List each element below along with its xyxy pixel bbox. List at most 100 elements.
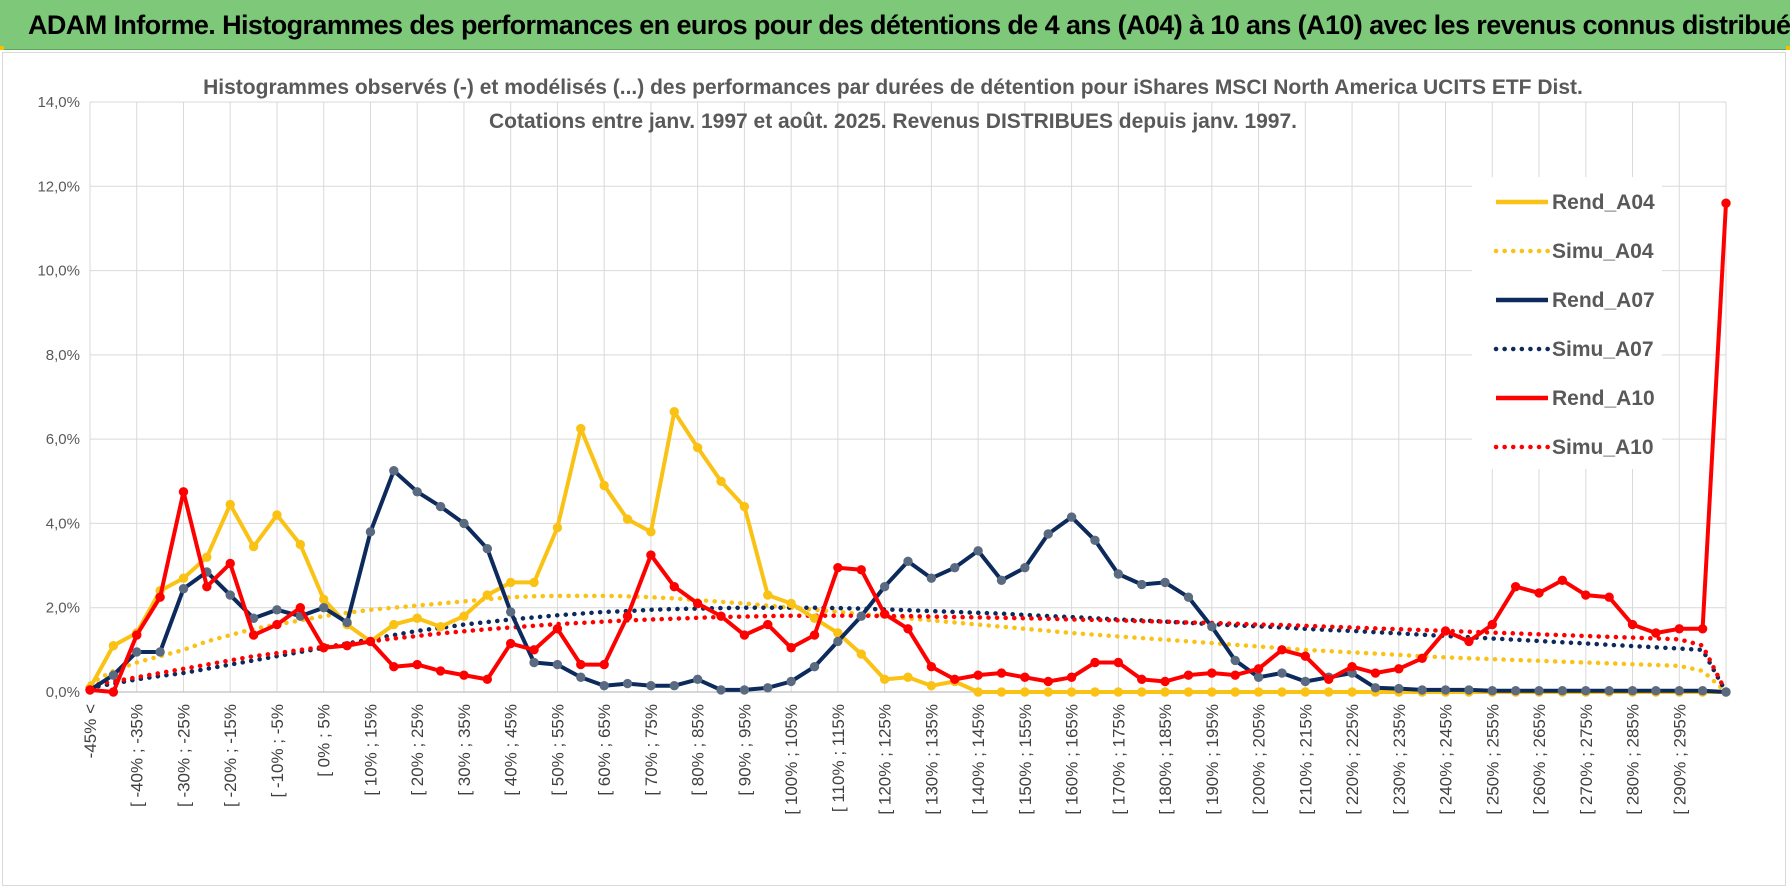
data-point	[552, 624, 563, 634]
data-point	[412, 659, 422, 670]
legend-label: Simu_A10	[1552, 436, 1654, 459]
data-point	[669, 581, 679, 592]
data-point	[1651, 628, 1661, 638]
data-point	[482, 544, 493, 554]
data-point	[856, 565, 866, 575]
data-point	[85, 685, 95, 695]
data-point	[1277, 668, 1287, 678]
data-point	[903, 624, 913, 634]
data-point	[1207, 621, 1217, 632]
x-tick-label: [ 120% ; 125%	[876, 704, 895, 815]
data-point	[529, 577, 539, 588]
data-point	[1300, 651, 1311, 661]
data-point	[903, 556, 913, 567]
x-tick-label: [ 210% ; 215%	[1296, 704, 1315, 815]
data-point	[1207, 668, 1217, 678]
data-point	[1487, 686, 1497, 696]
data-point	[1604, 686, 1614, 696]
data-point	[1440, 685, 1451, 695]
data-point	[1394, 683, 1404, 694]
legend: Rend_A04 Simu_A04 Rend_A07 Simu_A07 Rend_A10…	[1472, 177, 1662, 469]
data-point	[1674, 624, 1684, 634]
data-point	[1020, 562, 1030, 573]
x-tick-label: [ 220% ; 225%	[1343, 704, 1362, 815]
x-tick-label: [ 160% ; 165%	[1063, 704, 1082, 815]
data-point	[1160, 687, 1170, 697]
data-point	[552, 522, 563, 533]
data-point	[1697, 686, 1708, 696]
x-tick-label: [ 250% ; 255%	[1483, 704, 1502, 815]
data-point	[669, 407, 679, 417]
data-point	[1721, 687, 1731, 697]
data-point	[435, 501, 446, 512]
chart-frame	[2, 52, 1786, 886]
data-point	[833, 562, 843, 573]
x-tick-label: [ 0% ; 5%	[315, 704, 334, 777]
x-tick-label: [ 260% ; 265%	[1530, 704, 1549, 815]
x-tick-label: [ 290% ; 295%	[1670, 704, 1689, 815]
x-tick-label: [ 70% ; 75%	[642, 704, 661, 796]
x-tick-label: [ 270% ; 275%	[1577, 704, 1596, 815]
data-point	[1090, 535, 1100, 545]
data-point	[1137, 687, 1147, 697]
x-tick-label: [ 30% ; 35%	[455, 704, 474, 796]
data-point	[1160, 577, 1170, 588]
data-point	[1464, 636, 1474, 647]
data-point	[155, 592, 165, 602]
data-point	[692, 598, 703, 609]
legend-item: Rend_A04	[1496, 191, 1655, 214]
x-tick-label: [ 280% ; 285%	[1624, 704, 1643, 815]
data-point	[389, 619, 399, 630]
data-point	[202, 581, 212, 592]
data-point	[599, 659, 609, 670]
data-point	[459, 670, 469, 680]
x-tick-label: [ 110% ; 115%	[829, 704, 848, 812]
data-point	[1020, 672, 1030, 682]
x-tick-label: [ -20% ; -15%	[221, 704, 240, 807]
data-point	[926, 680, 937, 691]
series-group	[85, 198, 1731, 697]
data-point	[1604, 592, 1614, 602]
data-point	[692, 674, 703, 685]
data-point	[1183, 670, 1194, 680]
legend-label: Simu_A07	[1552, 338, 1654, 361]
data-point	[1300, 676, 1311, 687]
data-point	[365, 636, 376, 647]
data-point	[1510, 686, 1521, 696]
data-point	[1207, 687, 1217, 697]
data-point	[1253, 687, 1264, 697]
legend-label: Rend_A04	[1552, 191, 1655, 214]
data-point	[132, 647, 142, 657]
data-point	[786, 598, 796, 609]
data-point	[1721, 198, 1731, 208]
y-axis-tick-labels: 0,0% 2,0% 4,0% 6,0% 8,0% 10,0% 12,0% 14,0%	[37, 94, 80, 701]
data-point	[879, 581, 890, 592]
data-point	[1534, 686, 1544, 696]
legend-label: Rend_A10	[1552, 387, 1655, 410]
x-tick-label: [ 60% ; 65%	[595, 704, 614, 796]
data-point	[459, 611, 469, 621]
legend-item: Rend_A10	[1496, 387, 1655, 410]
y-tick-label: 2,0%	[46, 600, 80, 617]
legend-item: Simu_A10	[1493, 436, 1654, 459]
data-point	[178, 584, 189, 594]
data-point	[950, 674, 960, 685]
data-point	[1160, 676, 1170, 687]
y-tick-label: 12,0%	[37, 178, 80, 195]
data-point	[996, 668, 1007, 678]
data-point	[833, 636, 843, 647]
data-point	[1651, 686, 1661, 696]
data-point	[903, 672, 913, 682]
data-point	[505, 638, 516, 649]
x-tick-label: -45% <	[81, 704, 100, 758]
data-point	[739, 501, 750, 512]
data-point	[178, 573, 189, 583]
data-point	[1300, 687, 1311, 697]
data-point	[202, 552, 212, 562]
y-tick-label: 10,0%	[37, 263, 80, 280]
x-tick-label: [ 40% ; 45%	[502, 704, 521, 796]
legend-label: Rend_A07	[1552, 289, 1655, 312]
data-point	[763, 683, 773, 693]
data-point	[1627, 619, 1638, 630]
